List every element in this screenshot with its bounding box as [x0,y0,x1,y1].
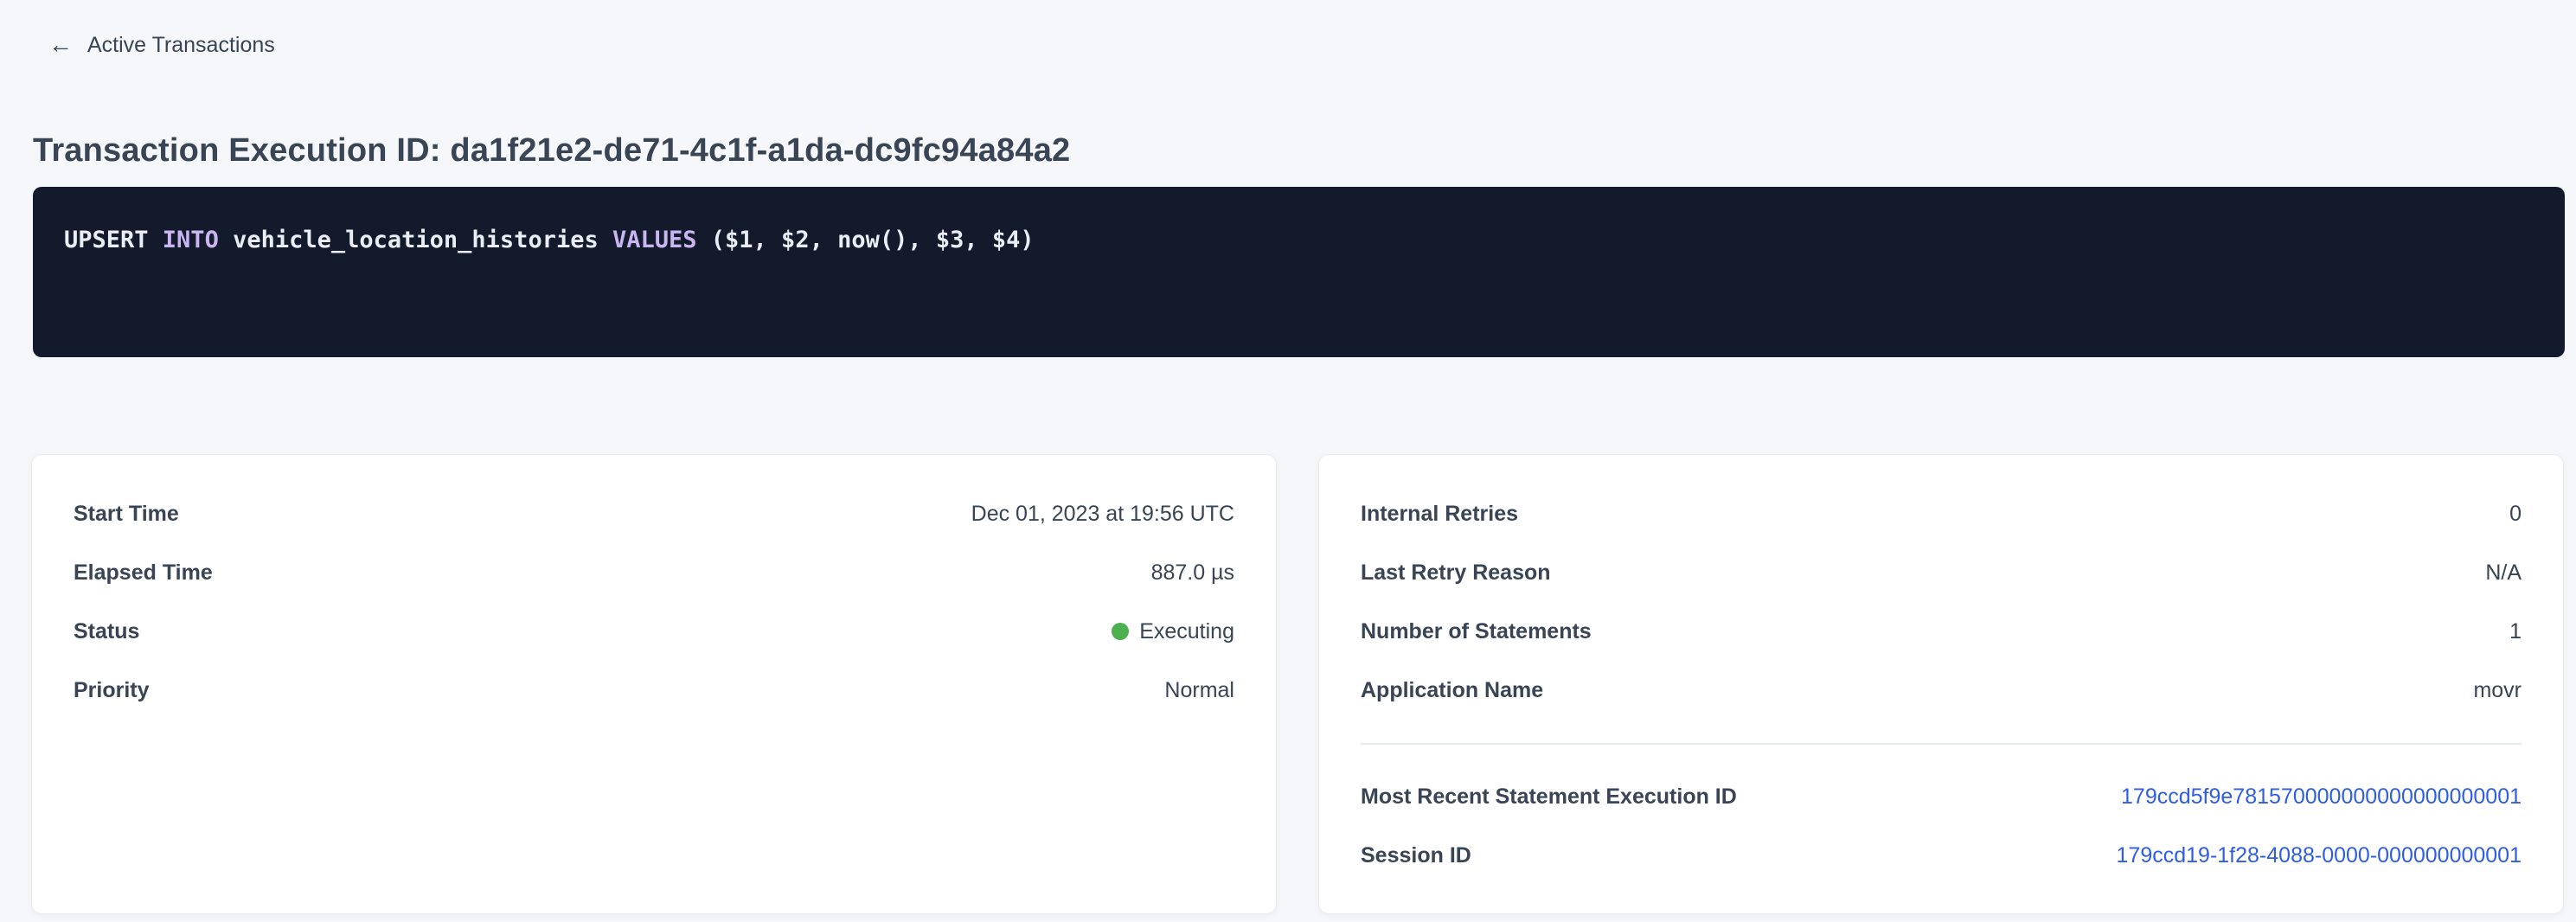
row-label: Internal Retries [1361,501,1519,526]
sql-values-args: ($1, $2, now(), $3, $4) [710,227,1035,253]
row-status: Status Executing [74,602,1234,661]
sql-statement-box: UPSERT INTO vehicle_location_histories V… [33,187,2565,357]
row-internal-retries: Internal Retries 0 [1361,484,2522,543]
status-executing-dot-icon [1112,623,1130,640]
row-number-of-statements: Number of Statements 1 [1361,602,2522,661]
arrow-left-icon: ← [48,31,73,58]
row-value: movr [2473,677,2522,702]
row-value: Normal [1164,677,1234,702]
row-value: 1 [2509,618,2522,643]
row-label: Start Time [74,501,179,526]
row-application-name: Application Name movr [1361,661,2522,720]
row-value: 887.0 µs [1150,560,1234,585]
sql-keyword-upsert: UPSERT [64,227,163,253]
row-label: Status [74,618,140,643]
row-label: Last Retry Reason [1361,560,1551,585]
row-label: Session ID [1361,842,1471,868]
session-id-link[interactable]: 179ccd19-1f28-4088-0000-000000000001 [2116,842,2522,868]
row-label: Priority [74,677,150,702]
row-last-retry-reason: Last Retry Reason N/A [1361,543,2522,602]
row-label: Most Recent Statement Execution ID [1361,784,1737,809]
row-label: Elapsed Time [74,560,213,585]
sql-statement: UPSERT INTO vehicle_location_histories V… [64,225,2534,256]
summary-cards: Start Time Dec 01, 2023 at 19:56 UTC Ela… [31,454,2564,914]
row-session-id: Session ID 179ccd19-1f28-4088-0000-00000… [1361,826,2522,885]
sql-keyword-into: INTO [162,227,234,253]
transaction-summary-card: Start Time Dec 01, 2023 at 19:56 UTC Ela… [31,454,1277,914]
back-link-label: Active Transactions [87,33,275,57]
row-label: Number of Statements [1361,618,1592,643]
card-divider [1361,743,2522,745]
row-label: Application Name [1361,677,1544,702]
statement-execution-id-link[interactable]: 179ccd5f9e781570000000000000000001 [2121,784,2522,809]
status-text: Executing [1139,618,1234,643]
row-elapsed-time: Elapsed Time 887.0 µs [74,543,1234,602]
page-title: Transaction Execution ID: da1f21e2-de71-… [33,132,1071,169]
sql-keyword-values: VALUES [612,227,711,253]
row-start-time: Start Time Dec 01, 2023 at 19:56 UTC [74,484,1234,543]
row-value: Dec 01, 2023 at 19:56 UTC [971,501,1234,526]
status-badge: Executing [1112,619,1234,644]
transaction-stats-card: Internal Retries 0 Last Retry Reason N/A… [1318,454,2564,914]
row-value: N/A [2485,560,2522,585]
row-value: 0 [2509,501,2522,526]
sql-table-name: vehicle_location_histories [233,227,612,253]
row-most-recent-statement-execution-id: Most Recent Statement Execution ID 179cc… [1361,767,2522,826]
row-priority: Priority Normal [74,661,1234,720]
back-link[interactable]: ← Active Transactions [48,31,275,59]
